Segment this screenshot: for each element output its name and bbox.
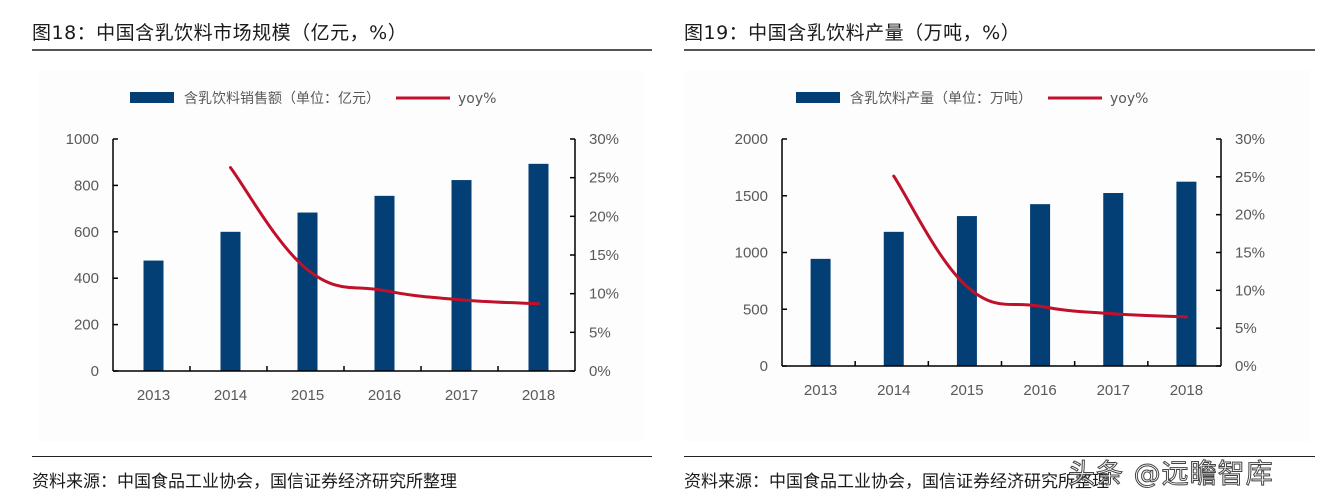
x-tick-label: 2014	[214, 387, 247, 404]
legend-bar-label: 含乳饮料产量（单位：万吨）	[850, 91, 1032, 107]
bar-2015	[297, 212, 318, 371]
left-tick-label: 1000	[735, 245, 768, 262]
bar-2018	[1176, 181, 1197, 366]
right-tick-label: 20%	[1235, 207, 1265, 224]
left-tick-label: 1500	[735, 188, 768, 205]
right-tick-label: 25%	[589, 170, 619, 187]
figure-18-source: 资料来源：中国食品工业协会，国信证券经济研究所整理	[32, 472, 457, 492]
figure-19-chart-area: 含乳饮料产量（单位：万吨） yoy% 0 500 1000 1500 2000 0% 5% 10%…	[684, 70, 1310, 442]
figure-19-source: 资料来源：中国食品工业协会，国信证券经济研究所整理	[684, 472, 1109, 492]
x-tick-label: 2015	[291, 387, 324, 404]
x-tick-label: 2018	[522, 387, 555, 404]
source-rule	[684, 456, 1315, 457]
left-tick-label: 0	[760, 358, 768, 375]
left-tick-label: 0	[91, 363, 99, 380]
figure-19-title: 图19：中国含乳饮料产量（万吨，%）	[684, 22, 1021, 44]
x-tick-label: 2015	[950, 382, 983, 399]
x-tick-label: 2014	[877, 382, 910, 399]
x-tick-label: 2013	[804, 382, 837, 399]
bar-2015	[956, 216, 977, 366]
bar-2016	[1030, 204, 1051, 366]
bar-2017	[451, 180, 472, 371]
right-tick-label: 5%	[1235, 320, 1257, 337]
figure-19-chart: 含乳饮料产量（单位：万吨） yoy% 0 500 1000 1500 2000 0% 5% 10%…	[735, 91, 1265, 399]
bar-2014	[220, 231, 241, 371]
right-tick-label: 30%	[589, 131, 619, 148]
yoy-line	[229, 166, 540, 306]
right-tick-label: 10%	[1235, 282, 1265, 299]
x-tick-label: 2017	[445, 387, 478, 404]
right-tick-label: 5%	[589, 324, 611, 341]
right-tick-label: 15%	[1235, 245, 1265, 262]
legend-line-label: yoy%	[1110, 91, 1148, 107]
title-rule	[684, 49, 1315, 51]
legend: 含乳饮料销售额（单位：亿元） yoy%	[130, 91, 496, 107]
right-tick-label: 15%	[589, 247, 619, 264]
bar-2017	[1103, 193, 1124, 366]
x-tick-label: 2017	[1097, 382, 1130, 399]
bar-2013	[810, 258, 831, 366]
left-tick-label: 600	[74, 224, 99, 241]
title-rule	[32, 49, 652, 51]
left-tick-label: 800	[74, 177, 99, 194]
figure-19-panel: 图19：中国含乳饮料产量（万吨，%） 含乳饮料产量（单位：万吨） yoy% 0 500…	[660, 0, 1325, 503]
bar-2013	[143, 260, 164, 371]
yoy-line	[892, 174, 1188, 319]
right-tick-label: 0%	[589, 363, 611, 380]
left-tick-label: 400	[74, 270, 99, 287]
right-tick-label: 30%	[1235, 131, 1265, 148]
right-tick-label: 0%	[1235, 358, 1257, 375]
watermark: 头条 @远瞻智库	[1068, 459, 1274, 491]
bar-2018	[528, 163, 549, 371]
x-tick-label: 2018	[1170, 382, 1203, 399]
right-tick-label: 10%	[589, 286, 619, 303]
x-tick-label: 2016	[1023, 382, 1056, 399]
figure-18-chart-area: 含乳饮料销售额（单位：亿元） yoy% 0 200 400 600 800 1000 0% 5% 1…	[38, 70, 644, 442]
left-tick-label: 500	[743, 301, 768, 318]
figure-18-title: 图18：中国含乳饮料市场规模（亿元，%）	[32, 22, 408, 44]
legend-bar-swatch	[130, 92, 174, 103]
left-tick-label: 200	[74, 317, 99, 334]
legend-bar-label: 含乳饮料销售额（单位：亿元）	[184, 91, 380, 107]
legend: 含乳饮料产量（单位：万吨） yoy%	[796, 91, 1148, 107]
bar-2014	[883, 231, 904, 366]
figure-18-chart: 含乳饮料销售额（单位：亿元） yoy% 0 200 400 600 800 1000 0% 5% 1…	[66, 91, 619, 404]
legend-line-label: yoy%	[458, 91, 496, 107]
legend-bar-swatch	[796, 92, 840, 103]
right-tick-label: 20%	[589, 208, 619, 225]
source-rule	[32, 456, 652, 457]
figure-18-panel: 图18：中国含乳饮料市场规模（亿元，%） 含乳饮料销售额（单位：亿元） yoy% 0…	[0, 0, 660, 503]
bar-2016	[374, 195, 395, 371]
x-tick-label: 2016	[368, 387, 401, 404]
left-tick-label: 2000	[735, 131, 768, 148]
left-tick-label: 1000	[66, 131, 99, 148]
x-tick-label: 2013	[137, 387, 170, 404]
right-tick-label: 25%	[1235, 169, 1265, 186]
